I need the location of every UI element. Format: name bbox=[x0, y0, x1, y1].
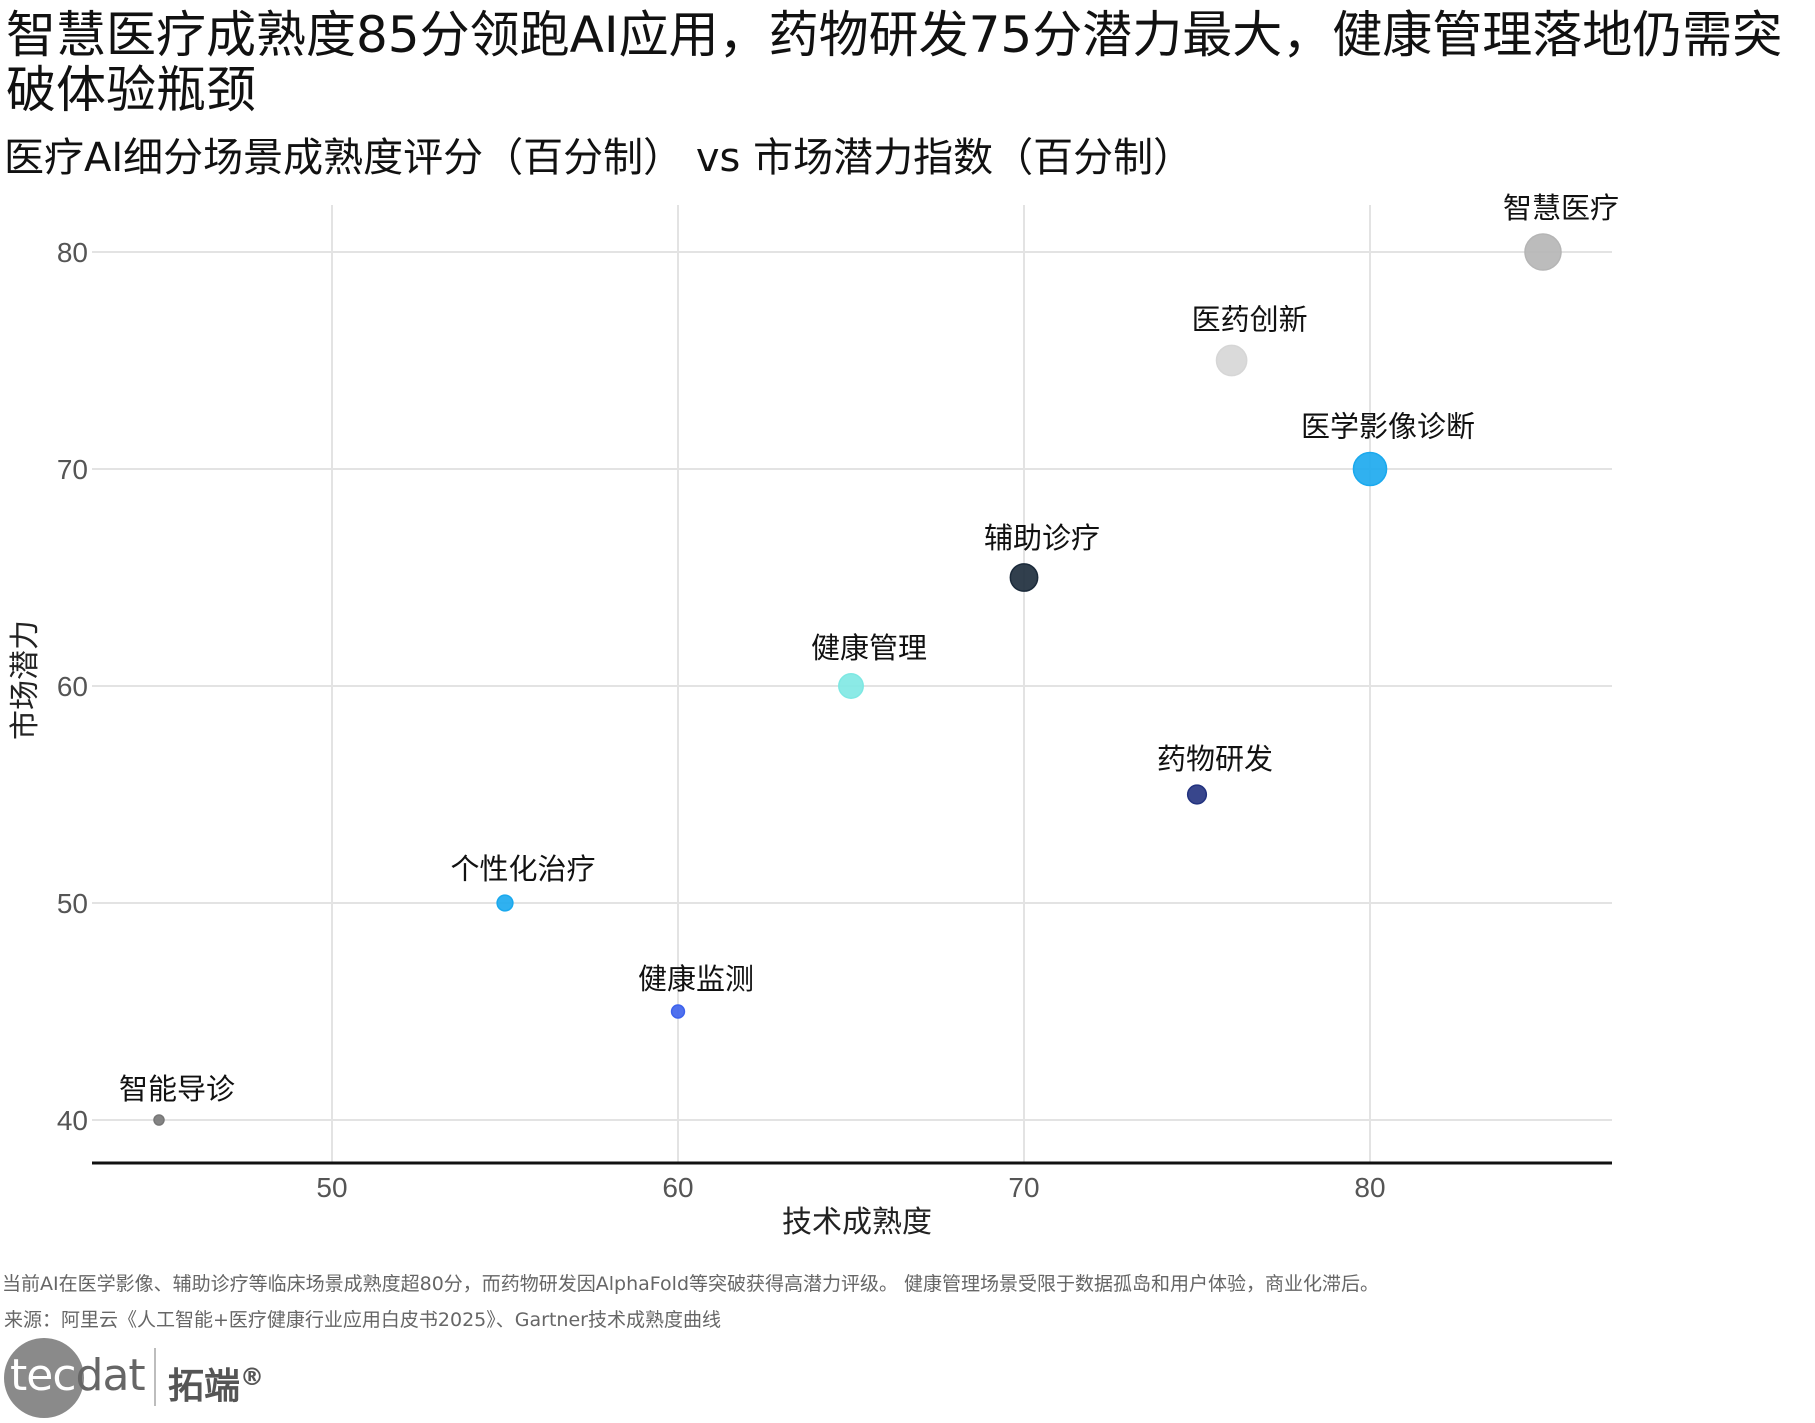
scatter-point bbox=[1352, 451, 1388, 487]
y-tick-label: 60 bbox=[57, 671, 88, 702]
x-tick-label: 80 bbox=[1354, 1172, 1385, 1203]
scatter-point bbox=[1186, 784, 1208, 805]
scatter-point bbox=[1524, 233, 1562, 271]
chart-source: 来源：阿里云《人工智能+医疗健康行业应用白皮书2025》、Gartner技术成熟… bbox=[4, 1309, 721, 1331]
point-label: 辅助诊疗 bbox=[984, 521, 1100, 555]
point-label: 智能导诊 bbox=[119, 1072, 235, 1106]
point-label: 医学影像诊断 bbox=[1301, 409, 1475, 443]
scatter-point bbox=[1215, 344, 1248, 377]
point-label: 智慧医疗 bbox=[1503, 191, 1619, 225]
scatter-point bbox=[496, 894, 514, 912]
y-tick-label: 80 bbox=[57, 237, 88, 268]
y-tick-label: 40 bbox=[57, 1105, 88, 1136]
x-tick-label: 70 bbox=[1008, 1172, 1039, 1203]
x-tick-label: 60 bbox=[662, 1172, 693, 1203]
chart-title: 智慧医疗成熟度85分领跑AI应用，药物研发75分潜力最大，健康管理落地仍需突破体… bbox=[6, 6, 1783, 119]
chart-subtitle: 医疗AI细分场景成熟度评分（百分制） vs 市场潜力指数（百分制） bbox=[4, 135, 1194, 181]
chart-footnote: 当前AI在医学影像、辅助诊疗等临床场景成熟度超80分，而药物研发因AlphaFo… bbox=[2, 1273, 1380, 1295]
y-tick-label: 70 bbox=[57, 454, 88, 485]
scatter-point bbox=[153, 1114, 165, 1126]
x-axis-label: 技术成熟度 bbox=[782, 1205, 932, 1240]
logo-divider bbox=[154, 1348, 156, 1406]
tecdat-logo: tecdat 拓端® bbox=[4, 1338, 324, 1420]
point-label: 健康监测 bbox=[638, 962, 754, 996]
point-label: 健康管理 bbox=[811, 631, 927, 665]
logo-chinese-name: 拓端® bbox=[168, 1363, 265, 1407]
y-tick-label: 50 bbox=[57, 888, 88, 919]
point-label: 个性化治疗 bbox=[450, 852, 595, 886]
logo-circle bbox=[4, 1338, 84, 1418]
scatter-point bbox=[838, 673, 864, 699]
scatter-point bbox=[670, 1004, 686, 1019]
point-label: 药物研发 bbox=[1157, 742, 1273, 776]
y-axis-label: 市场潜力 bbox=[8, 620, 43, 740]
x-tick-label: 50 bbox=[316, 1172, 347, 1203]
logo-wordmark: tecdat bbox=[10, 1350, 146, 1401]
scatter-point bbox=[1009, 563, 1039, 592]
point-label: 医药创新 bbox=[1192, 302, 1308, 336]
